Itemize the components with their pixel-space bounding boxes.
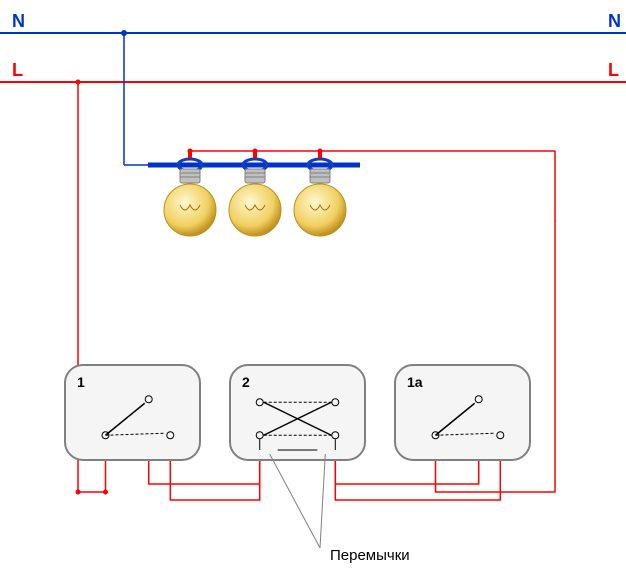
wiring-diagram: N N L L 1 2 1a Перемычки	[0, 0, 626, 583]
lamp-bulb	[294, 184, 346, 236]
jumper-leaders	[270, 454, 326, 548]
neutral-label-left: N	[12, 11, 25, 31]
switch-label: 1	[77, 374, 85, 390]
neutral-wires	[121, 30, 360, 165]
switch-label: 1a	[407, 374, 423, 390]
neutral-label-right: N	[608, 11, 621, 31]
switch-label: 2	[242, 374, 250, 390]
switch-sw2: 2	[230, 365, 365, 460]
switch-group: 1 2 1a	[65, 365, 530, 460]
lamp-bulb	[229, 184, 281, 236]
switch-sw1a: 1a	[395, 365, 530, 460]
lamp-bulb	[164, 184, 216, 236]
live-label-left: L	[12, 60, 23, 80]
jumpers-caption: Перемычки	[330, 547, 410, 564]
live-label-right: L	[608, 60, 619, 80]
switch-sw1: 1	[65, 365, 200, 460]
